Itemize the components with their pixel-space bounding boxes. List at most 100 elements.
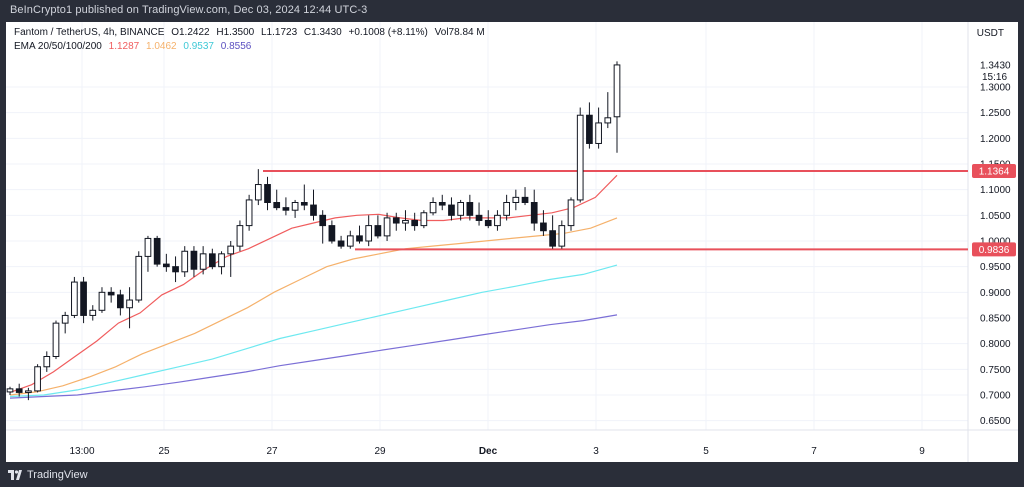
candle-body — [71, 281, 78, 316]
ema-legend-row: EMA 20/50/100/200 1.1287 1.0462 0.9537 0… — [14, 40, 489, 54]
candle-body — [181, 250, 189, 273]
candle-body — [558, 225, 566, 247]
ema50-line — [9, 217, 618, 396]
candle-body — [218, 253, 225, 268]
candle-body — [595, 122, 602, 144]
open-value: O1.2422 — [171, 27, 210, 38]
candle — [15, 383, 23, 397]
candle — [107, 287, 115, 303]
candle-body — [576, 114, 584, 201]
price-tick-label: 0.9000 — [980, 288, 1011, 299]
candle-body — [512, 196, 520, 204]
candle — [190, 246, 198, 277]
candle-body — [291, 202, 299, 211]
time-tick-label: 13:00 — [69, 446, 94, 457]
price-tick-label: 0.7500 — [980, 365, 1011, 376]
candle — [392, 212, 400, 231]
candle-body — [411, 219, 419, 227]
candle — [512, 189, 520, 211]
tradingview-logo[interactable]: TradingView — [8, 469, 88, 481]
price-tick-label: 0.8000 — [980, 339, 1011, 350]
candle — [162, 253, 170, 272]
candle — [172, 256, 179, 283]
footer-brand: TradingView — [27, 469, 88, 481]
candle-body — [586, 114, 593, 144]
candle-body — [80, 281, 87, 316]
time-tick-label: Dec — [479, 446, 498, 457]
candle-body — [365, 225, 373, 242]
candle-body — [457, 202, 465, 216]
candle — [80, 276, 87, 324]
candle — [245, 194, 253, 231]
price-tick-label: 1.3000 — [980, 83, 1011, 94]
candle-body — [420, 212, 428, 227]
candle — [475, 202, 483, 226]
candle-body — [328, 225, 336, 242]
price-tick-label: 1.1000 — [980, 185, 1011, 196]
ema-label[interactable]: EMA 20/50/100/200 — [14, 41, 102, 52]
candle-body — [521, 196, 529, 204]
candle — [254, 169, 262, 206]
candle-body — [273, 202, 281, 209]
price-chart[interactable]: 0.6500 0.7000 0.7500 0.8000 0.8500 0.9000 0.95… — [6, 22, 1018, 462]
candle-body — [172, 266, 179, 273]
candle-body — [438, 202, 446, 206]
candle-body — [162, 263, 170, 268]
candle — [34, 364, 41, 393]
low-value: L1.1723 — [260, 27, 298, 38]
time-tick-label: 3 — [593, 446, 599, 457]
currency-label[interactable]: USDT — [976, 28, 1004, 39]
candle-body — [144, 237, 152, 257]
candle — [576, 107, 584, 203]
candle — [319, 210, 327, 244]
candle-body — [52, 322, 60, 357]
candle — [503, 194, 510, 221]
candle-body — [530, 202, 538, 224]
symbol-label[interactable]: Fantom / TetherUS, 4h, BINANCE — [14, 27, 165, 38]
candle — [530, 189, 538, 231]
candle-body — [282, 207, 290, 211]
candle — [208, 248, 216, 270]
time-tick-label: 29 — [374, 446, 386, 457]
candle — [71, 276, 78, 318]
candle-body — [300, 202, 308, 206]
candle — [264, 176, 271, 211]
candle — [89, 305, 97, 321]
footer-bar: TradingView — [0, 462, 1024, 487]
candle-countdown-label: 15:16 — [982, 72, 1007, 83]
price-tick-label: 0.8500 — [980, 314, 1011, 325]
chart-panel[interactable]: 0.6500 0.7000 0.7500 0.8000 0.8500 0.9000 0.95… — [6, 22, 1018, 462]
candle — [484, 210, 492, 229]
candle-body — [153, 237, 161, 265]
candle — [310, 189, 317, 221]
candle — [383, 212, 391, 241]
candle — [356, 225, 363, 244]
candle — [420, 210, 428, 229]
candle-body — [604, 117, 612, 124]
level-price-tag — [972, 163, 1016, 178]
candle — [549, 215, 556, 249]
candle — [98, 287, 106, 313]
candle-body — [429, 202, 437, 214]
candle-body — [25, 390, 32, 393]
candle-body — [337, 240, 345, 247]
candle-body — [613, 64, 621, 118]
candle — [153, 235, 161, 267]
candle — [411, 212, 419, 231]
candles — [6, 61, 621, 401]
candle-body — [264, 184, 271, 204]
candle-body — [549, 230, 556, 247]
ema200-line — [9, 314, 618, 399]
time-tick-label: 9 — [919, 446, 925, 457]
price-tick-label: 1.0000 — [980, 237, 1011, 248]
candle — [567, 197, 575, 231]
candle-body — [208, 253, 216, 268]
candle-body — [190, 250, 198, 270]
ema200-value: 0.8556 — [220, 41, 252, 52]
volume-value: Vol78.84 M — [434, 27, 485, 38]
price-tick-label: 0.7000 — [980, 391, 1011, 402]
current-price-label: 1.3430 — [980, 60, 1011, 71]
candle-body — [392, 217, 400, 224]
candle — [402, 210, 409, 231]
